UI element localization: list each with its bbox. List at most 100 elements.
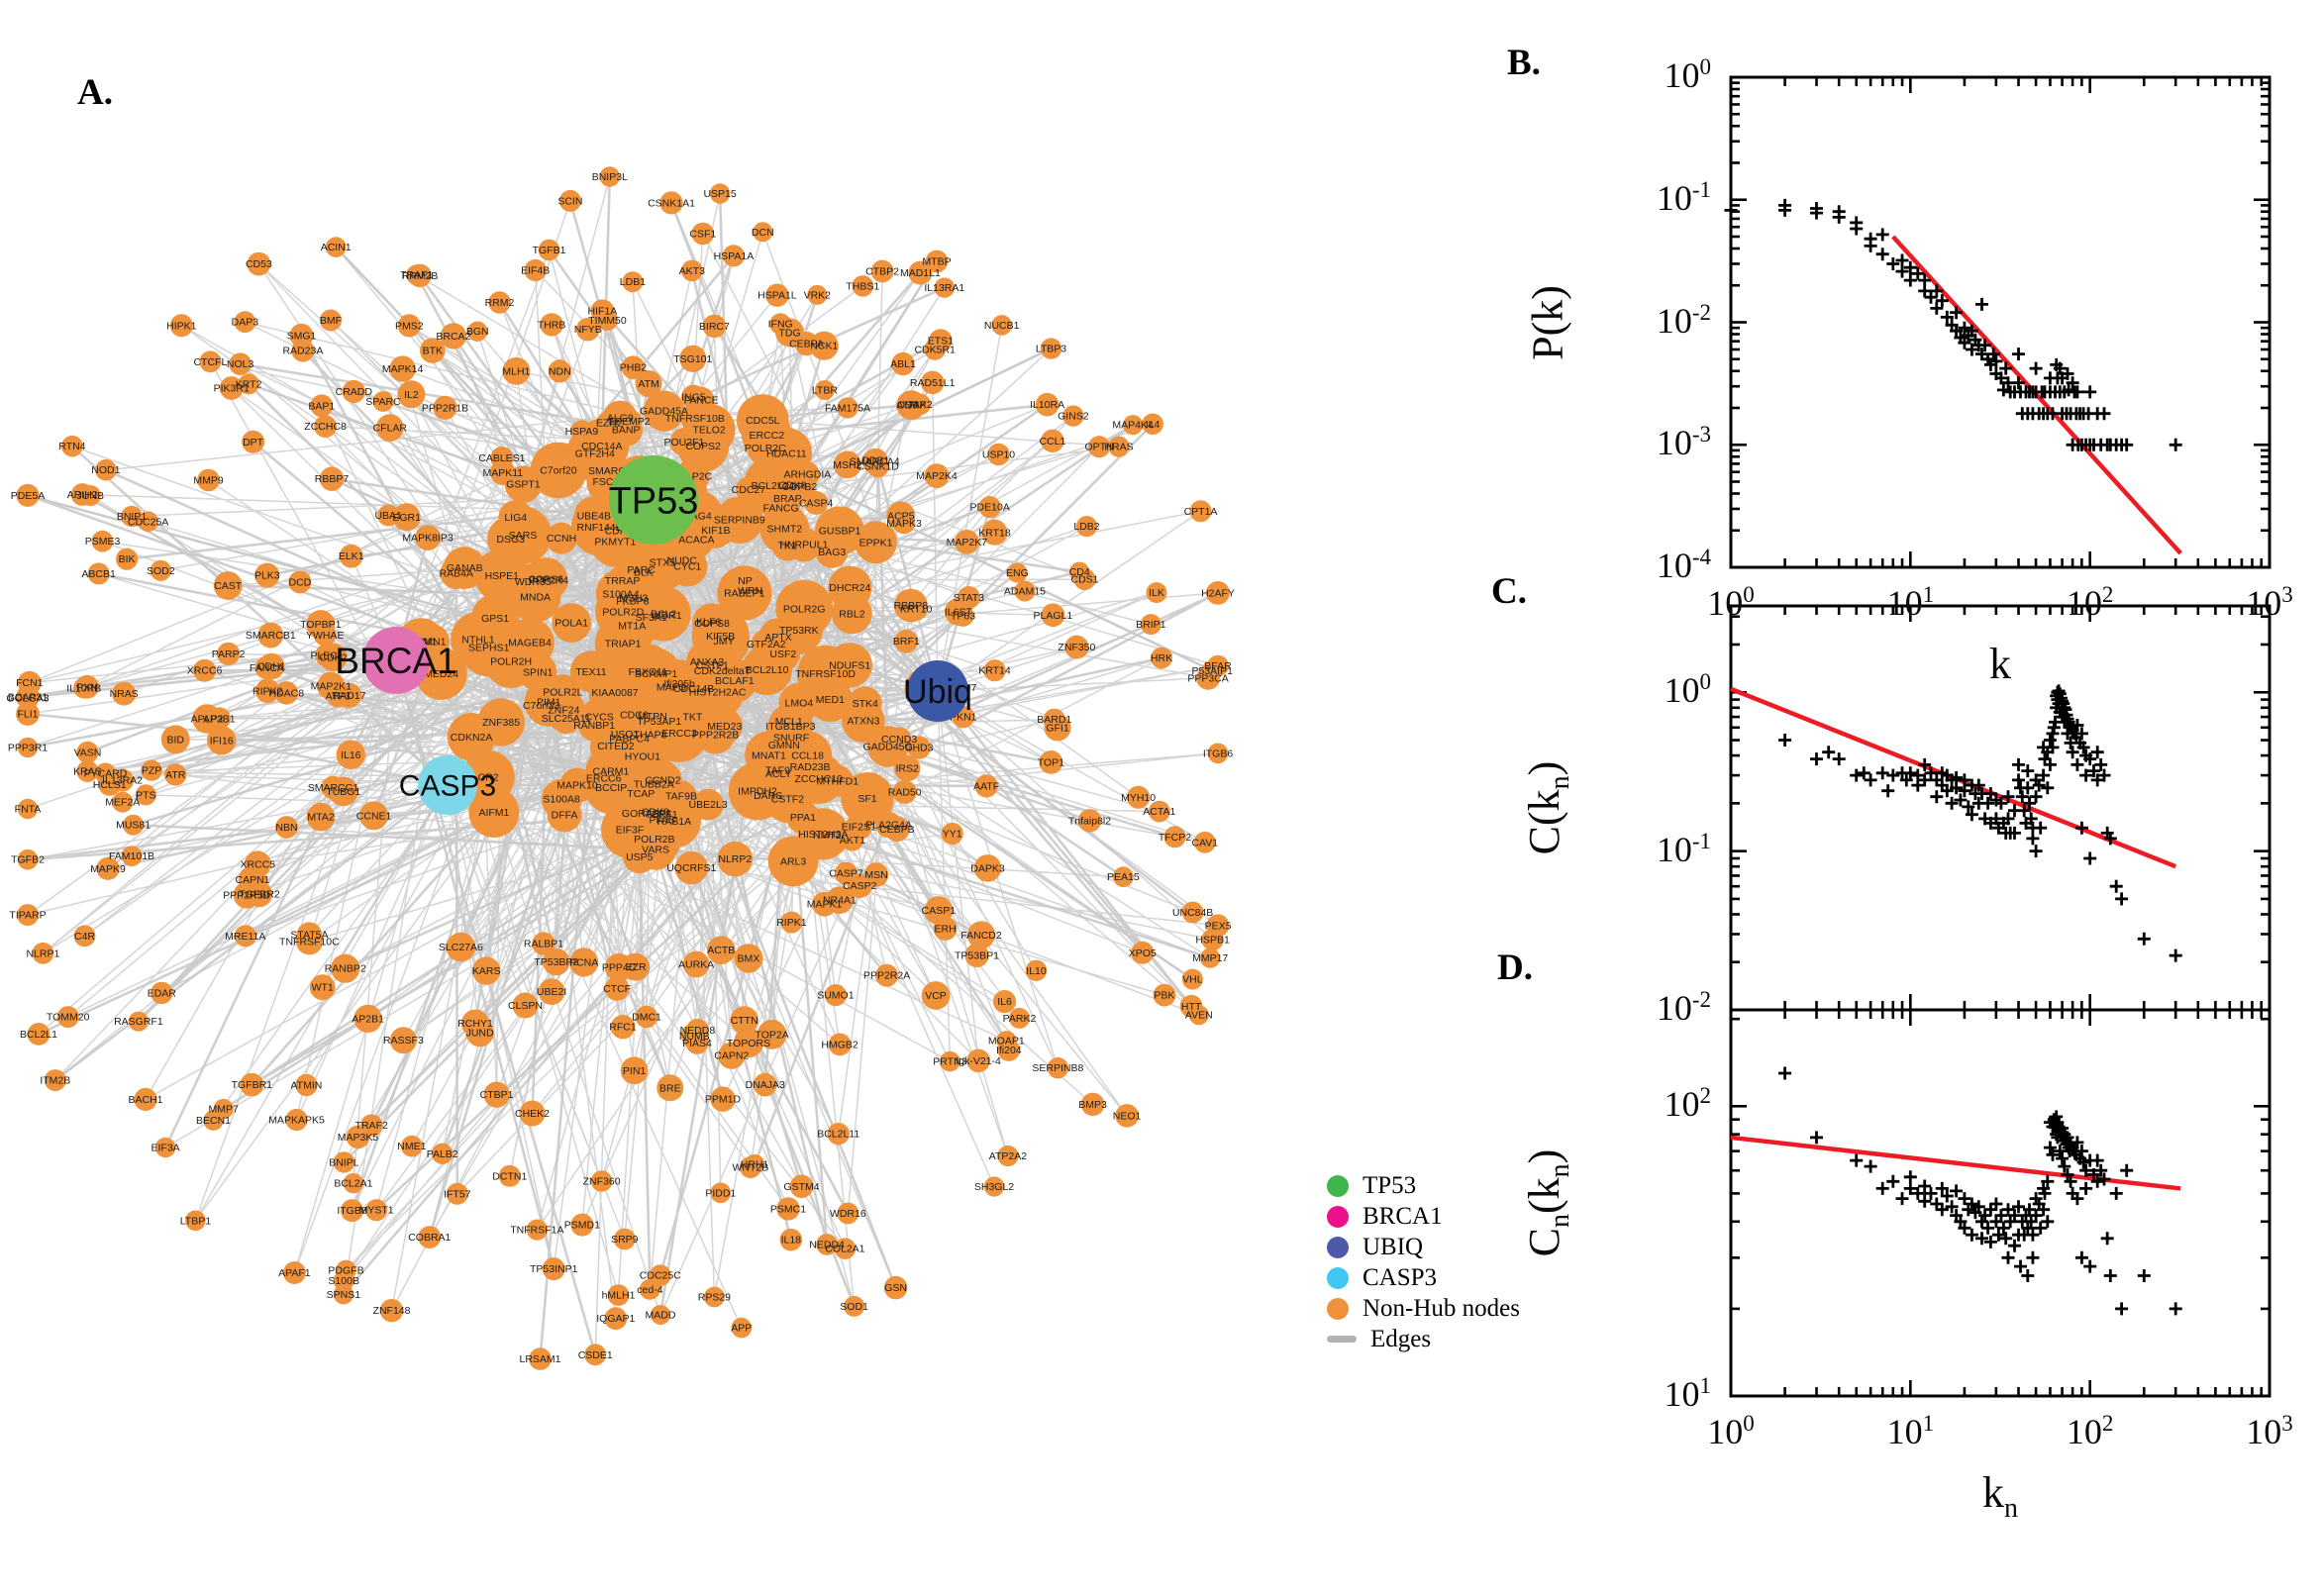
svg-text:BFAR: BFAR	[1204, 660, 1232, 672]
svg-text:UBA1: UBA1	[374, 510, 402, 522]
svg-text:THBS1: THBS1	[846, 280, 879, 292]
svg-text:ITGB8: ITGB8	[337, 1205, 367, 1217]
svg-text:EZH2: EZH2	[596, 418, 623, 430]
svg-text:EPPK1: EPPK1	[859, 537, 893, 549]
svg-text:GANAB: GANAB	[447, 562, 483, 574]
y-axis-label-D: Cn(kn)	[1520, 1148, 1575, 1257]
svg-text:MTHFD1: MTHFD1	[817, 775, 859, 787]
svg-text:RABEP1: RABEP1	[724, 588, 765, 600]
svg-text:Tnfaip8l2: Tnfaip8l2	[1068, 815, 1111, 827]
svg-text:USP10: USP10	[982, 449, 1015, 461]
svg-text:BARD1: BARD1	[1037, 714, 1071, 726]
svg-text:TP53BP1: TP53BP1	[955, 949, 999, 961]
data-points	[1778, 684, 2182, 962]
svg-text:CASP1: CASP1	[922, 905, 957, 917]
svg-text:FANCA: FANCA	[250, 662, 284, 674]
svg-text:MTBP: MTBP	[922, 256, 951, 268]
svg-text:MED1: MED1	[816, 694, 845, 706]
svg-text:PPP2R2A: PPP2R2A	[863, 970, 910, 982]
svg-text:Ifi204: Ifi204	[996, 1045, 1022, 1056]
svg-text:CCNH: CCNH	[547, 533, 576, 545]
svg-text:NOL3: NOL3	[227, 358, 254, 370]
svg-text:CDKN2A: CDKN2A	[451, 732, 493, 744]
svg-text:NOD1: NOD1	[91, 464, 120, 476]
svg-text:PSME3: PSME3	[85, 536, 121, 548]
svg-text:BAG3: BAG3	[818, 547, 846, 558]
svg-text:IL6: IL6	[997, 996, 1012, 1008]
svg-text:ARL3: ARL3	[780, 855, 806, 867]
panel-d-label: D.	[1497, 948, 1533, 988]
svg-text:RAD50: RAD50	[888, 786, 922, 798]
svg-text:ERCC6: ERCC6	[586, 772, 622, 784]
svg-text:TP53INP1: TP53INP1	[530, 1263, 578, 1275]
svg-text:P53AIP1: P53AIP1	[1191, 665, 1233, 677]
svg-text:VHL: VHL	[1182, 974, 1203, 986]
svg-text:CYCS: CYCS	[585, 711, 614, 723]
svg-text:SNURF: SNURF	[773, 733, 809, 745]
svg-text:JMY: JMY	[714, 636, 735, 648]
svg-text:IL4: IL4	[1146, 419, 1161, 431]
svg-text:GFI1: GFI1	[1046, 722, 1068, 734]
svg-text:BNIP1: BNIP1	[117, 511, 148, 523]
svg-text:RAD17: RAD17	[333, 690, 366, 702]
svg-text:XRCC6: XRCC6	[187, 665, 223, 677]
svg-text:DAPK3: DAPK3	[970, 862, 1005, 874]
svg-text:THRB: THRB	[538, 319, 566, 331]
svg-text:BCLAF1: BCLAF1	[715, 675, 755, 687]
svg-text:SCAMP1: SCAMP1	[635, 668, 677, 680]
svg-text:HTT: HTT	[1181, 1001, 1202, 1013]
svg-text:CEBPB: CEBPB	[879, 824, 915, 836]
svg-text:ACIN1: ACIN1	[321, 242, 352, 253]
svg-text:AP2B1: AP2B1	[352, 1013, 384, 1025]
svg-text:HDAC11: HDAC11	[766, 448, 807, 459]
svg-text:GINS2: GINS2	[1058, 411, 1089, 423]
svg-text:CTCFL: CTCFL	[193, 356, 227, 368]
hub-tp53: TP53	[609, 455, 698, 545]
svg-text:BNIP3L: BNIP3L	[592, 171, 628, 183]
svg-text:MAPK10: MAPK10	[556, 780, 598, 792]
svg-text:IFT57: IFT57	[444, 1188, 471, 1200]
svg-text:C7orf20: C7orf20	[540, 464, 577, 476]
svg-text:MAPKAPK5: MAPKAPK5	[268, 1115, 325, 1127]
svg-text:CDC25C: CDC25C	[640, 1270, 681, 1282]
svg-text:CPT1A: CPT1A	[1184, 506, 1218, 518]
svg-text:VCP: VCP	[925, 990, 947, 1002]
svg-text:BMX: BMX	[738, 953, 760, 965]
svg-text:NCK1: NCK1	[810, 341, 838, 352]
svg-text:CAPN1: CAPN1	[235, 874, 269, 886]
svg-text:ZCCHC10: ZCCHC10	[794, 773, 843, 785]
svg-text:FANCE: FANCE	[684, 395, 719, 407]
svg-text:HSPE1: HSPE1	[485, 570, 520, 582]
svg-text:RIPK1: RIPK1	[776, 917, 807, 929]
svg-text:HSPA1A: HSPA1A	[714, 250, 755, 262]
svg-text:TNFRSF10B: TNFRSF10B	[665, 413, 725, 425]
svg-text:GADD45G: GADD45G	[863, 742, 913, 753]
svg-text:PPP2R4: PPP2R4	[529, 575, 568, 587]
svg-text:WDR1: WDR1	[652, 610, 682, 622]
svg-text:SARS: SARS	[509, 530, 538, 542]
svg-text:HIPK1: HIPK1	[166, 320, 197, 332]
svg-text:S100A4: S100A4	[602, 588, 640, 600]
svg-text:BRCA1: BRCA1	[335, 641, 456, 681]
svg-text:PEA15: PEA15	[1107, 871, 1140, 883]
svg-text:DHCR24: DHCR24	[829, 582, 870, 594]
plot-C	[1729, 604, 2272, 1012]
svg-text:TOP2A: TOP2A	[755, 1029, 788, 1041]
legend-item-tp53: TP53	[1327, 1170, 1520, 1201]
svg-text:PIDD1: PIDD1	[705, 1187, 736, 1199]
x-axis-label-D: kn	[1982, 1468, 2018, 1524]
svg-text:NTHL1: NTHL1	[461, 634, 494, 646]
svg-text:CSNK1A1: CSNK1A1	[648, 197, 695, 209]
ubiq-dot-icon	[1327, 1236, 1349, 1258]
svg-text:CDC14A: CDC14A	[581, 441, 622, 452]
svg-text:PPP2R2B: PPP2R2B	[692, 730, 739, 742]
svg-text:EIF3A: EIF3A	[152, 1143, 180, 1154]
y-tick-label: 100	[1664, 669, 1712, 711]
svg-text:IFNG: IFNG	[768, 319, 793, 331]
svg-text:DFFA: DFFA	[552, 810, 578, 822]
svg-text:MOAP1: MOAP1	[988, 1036, 1025, 1047]
svg-text:AVEN: AVEN	[1185, 1010, 1213, 1022]
svg-text:TOP1: TOP1	[1038, 756, 1064, 768]
svg-text:ILK: ILK	[1149, 587, 1164, 599]
svg-text:COBRA1: COBRA1	[408, 1232, 451, 1244]
